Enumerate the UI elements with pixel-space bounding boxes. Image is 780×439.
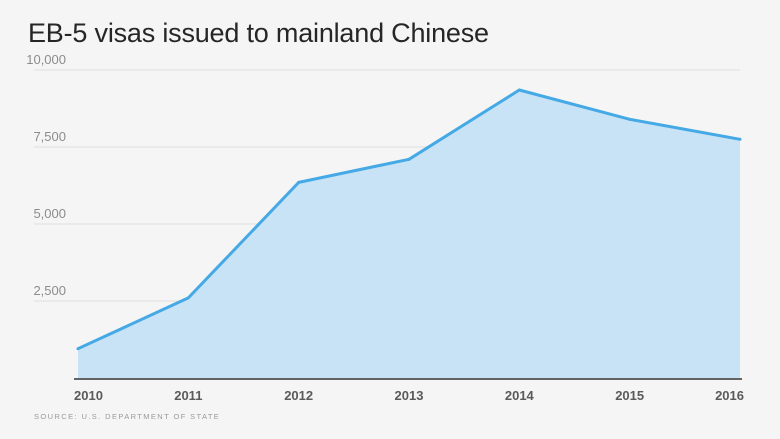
x-tick-label: 2013 [395, 388, 424, 403]
data-point [738, 137, 742, 141]
x-tick-label: 2012 [284, 388, 313, 403]
data-point [628, 117, 632, 121]
x-tick-label: 2011 [174, 388, 202, 403]
data-points [76, 88, 742, 351]
source-note: SOURCE: U.S. DEPARTMENT OF STATE [34, 412, 221, 421]
area-fill [78, 90, 740, 378]
x-tick-label: 2016 [715, 388, 744, 403]
data-point [297, 180, 301, 184]
y-tick-label: 5,000 [33, 206, 66, 221]
data-point [407, 157, 411, 161]
x-tick-label: 2014 [505, 388, 535, 403]
x-tick-label: 2010 [74, 388, 103, 403]
x-axis-ticks: 2010 2011 2012 2013 2014 2015 2016 [74, 388, 744, 403]
y-tick-label: 2,500 [33, 283, 66, 298]
data-point [186, 296, 190, 300]
y-tick-label: 10,000 [26, 52, 66, 67]
x-tick-label: 2015 [615, 388, 644, 403]
y-tick-label: 7,500 [33, 129, 66, 144]
data-point [76, 347, 80, 351]
chart-title: EB-5 visas issued to mainland Chinese [28, 18, 489, 48]
data-point [517, 88, 521, 92]
y-axis-ticks: 2,500 5,000 7,500 10,000 [26, 52, 66, 298]
